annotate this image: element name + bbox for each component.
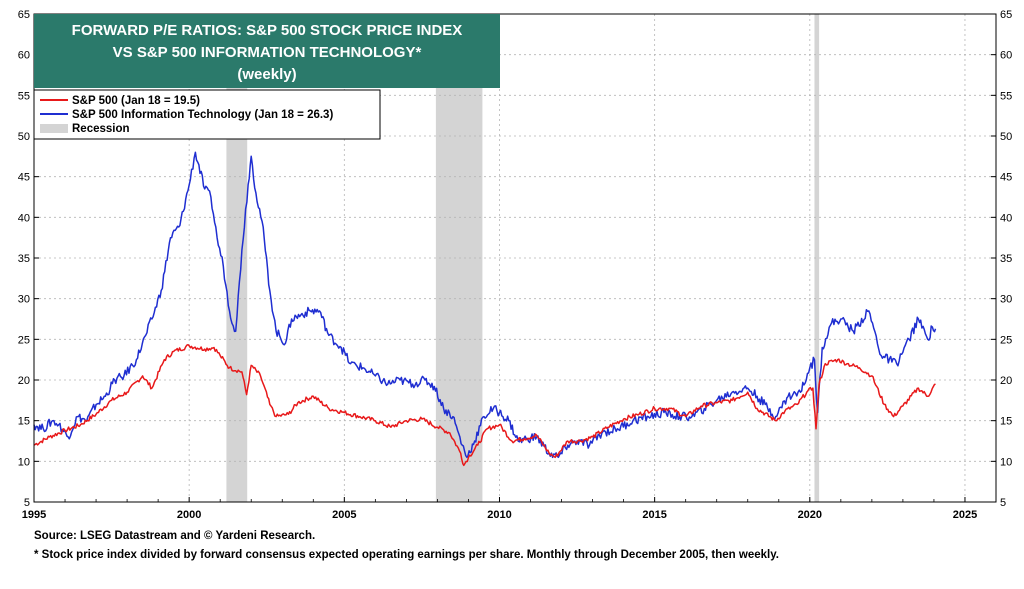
legend: S&P 500 (Jan 18 = 19.5) S&P 500 Informat… <box>33 89 381 140</box>
ytick-label-right-55: 55 <box>1000 90 1012 102</box>
ytick-label-right-50: 50 <box>1000 131 1012 143</box>
legend-box <box>33 89 381 140</box>
ytick-label-right-60: 60 <box>1000 50 1012 62</box>
chart-title-box: FORWARD P/E RATIOS: S&P 500 STOCK PRICE … <box>34 14 500 88</box>
chart-title-line-2: VS S&P 500 INFORMATION TECHNOLOGY* <box>113 44 422 61</box>
xtick-label-2010: 2010 <box>487 509 511 521</box>
ytick-label-right-30: 30 <box>1000 294 1012 306</box>
legend-label-sp500: S&P 500 (Jan 18 = 19.5) <box>72 95 200 107</box>
ytick-label-right-40: 40 <box>1000 212 1012 224</box>
ytick-label-left-10: 10 <box>18 456 30 468</box>
recession-band-3 <box>814 14 820 502</box>
legend-swatch-recession <box>40 124 68 133</box>
sp500-line <box>33 343 936 467</box>
ytick-label-left-5: 5 <box>24 497 30 509</box>
series-layer <box>33 151 937 467</box>
ytick-label-left-40: 40 <box>18 212 30 224</box>
ytick-label-right-45: 45 <box>1000 172 1012 184</box>
ytick-label-left-35: 35 <box>18 253 30 265</box>
xtick-label-2020: 2020 <box>798 509 822 521</box>
ytick-label-left-55: 55 <box>18 90 30 102</box>
tech-line <box>33 151 937 459</box>
ytick-label-left-25: 25 <box>18 334 30 346</box>
legend-label-recession: Recession <box>72 123 130 135</box>
xtick-label-2025: 2025 <box>953 509 977 521</box>
grid-layer <box>34 14 996 502</box>
ytick-label-left-50: 50 <box>18 131 30 143</box>
legend-label-tech: S&P 500 Information Technology (Jan 18 =… <box>72 109 333 121</box>
ytick-label-left-30: 30 <box>18 294 30 306</box>
ytick-label-left-15: 15 <box>18 416 30 428</box>
ytick-label-right-10: 10 <box>1000 456 1012 468</box>
footnote: * Stock price index divided by forward c… <box>34 549 779 561</box>
ytick-label-right-5: 5 <box>1000 497 1006 509</box>
xtick-label-1995: 1995 <box>22 509 46 521</box>
chart-title-line-1: FORWARD P/E RATIOS: S&P 500 STOCK PRICE … <box>72 22 463 39</box>
ytick-label-left-65: 65 <box>18 9 30 21</box>
xtick-label-2015: 2015 <box>642 509 666 521</box>
title-background <box>34 14 500 88</box>
ytick-label-right-35: 35 <box>1000 253 1012 265</box>
ytick-label-left-45: 45 <box>18 172 30 184</box>
ytick-label-left-20: 20 <box>18 375 30 387</box>
source-note: Source: LSEG Datastream and © Yardeni Re… <box>34 530 316 542</box>
ytick-label-right-25: 25 <box>1000 334 1012 346</box>
ytick-label-right-65: 65 <box>1000 9 1012 21</box>
xtick-label-2005: 2005 <box>332 509 356 521</box>
ytick-label-right-15: 15 <box>1000 416 1012 428</box>
chart-title-line-3: (weekly) <box>237 66 296 83</box>
ytick-label-left-60: 60 <box>18 50 30 62</box>
ytick-label-right-20: 20 <box>1000 375 1012 387</box>
xtick-label-2000: 2000 <box>177 509 201 521</box>
